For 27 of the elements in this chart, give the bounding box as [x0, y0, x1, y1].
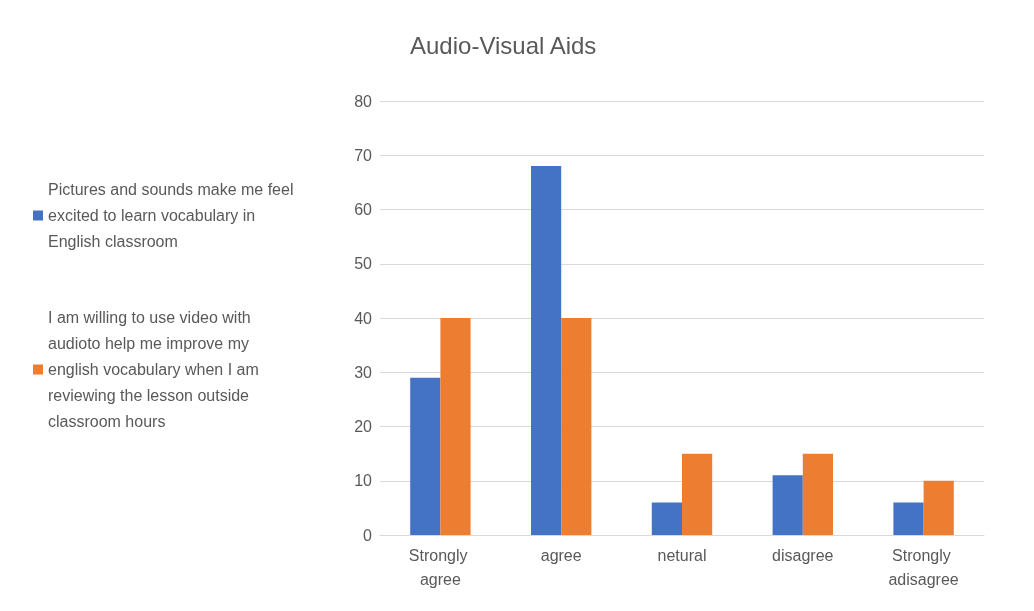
x-tick-label: netural — [657, 546, 707, 564]
x-tick-label: disagree — [772, 546, 834, 564]
y-tick-label: 40 — [354, 309, 373, 327]
y-tick-label: 50 — [354, 255, 373, 273]
bar — [772, 475, 803, 535]
y-tick-label: 20 — [354, 418, 373, 435]
y-tick-label: 30 — [354, 363, 373, 381]
bar — [561, 318, 592, 535]
bar — [651, 502, 682, 535]
bar — [531, 166, 562, 535]
chart-title: Audio-Visual Aids — [410, 31, 597, 59]
bar — [802, 453, 833, 535]
bar — [923, 480, 954, 535]
y-tick-label: 10 — [354, 472, 373, 490]
x-tick-label: Strongly agree — [408, 546, 472, 588]
bar — [410, 377, 441, 535]
bar — [893, 502, 924, 535]
legend-label: Pictures and sounds make me feel excited to learn vocabulary in English classroom — [48, 181, 298, 250]
y-tick-label: 0 — [363, 526, 373, 544]
y-tick-label: 70 — [354, 146, 373, 164]
x-tick-label: agree — [540, 546, 582, 564]
bar — [682, 453, 713, 535]
bar — [440, 318, 471, 535]
x-tick-label: Strongly adisagree — [888, 546, 959, 588]
y-tick-label: 60 — [354, 201, 373, 218]
legend-label: I am willing to use video with audioto help me improve my english vocabulary when I am reviewing the lesson outside classroom hours — [48, 309, 264, 430]
y-tick-label: 80 — [354, 92, 373, 110]
